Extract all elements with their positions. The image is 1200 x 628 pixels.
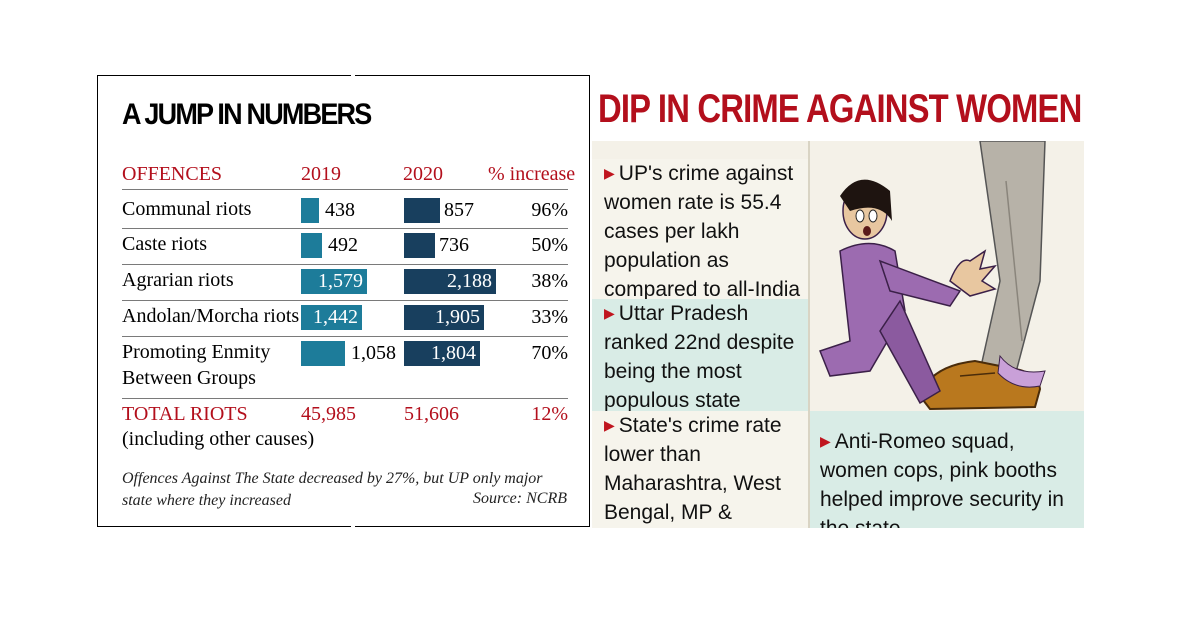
crime-against-women-panel: DIP IN CRIME AGAINST WOMEN ▶ UP's crime a… — [592, 75, 1084, 528]
bar-2019 — [301, 269, 367, 294]
total-label: TOTAL RIOTS — [122, 403, 248, 425]
row-label-line: Promoting Enmity — [122, 341, 271, 363]
total-2020: 51,606 — [404, 403, 459, 425]
bar-2020 — [404, 341, 480, 366]
point-3: ▶ State's crime rate lower than Maharasht… — [592, 411, 808, 528]
triangle-arrow-icon: ▶ — [604, 417, 615, 433]
point-3-text: State's crime rate lower than Maharashtr… — [604, 414, 782, 524]
bar-2019 — [301, 341, 345, 366]
right-title: DIP IN CRIME AGAINST WOMEN — [598, 87, 1082, 131]
point-4-text: Anti-Romeo squad, women cops, pink booth… — [820, 430, 1064, 528]
pct-increase: 70% — [531, 342, 568, 364]
footnote: Offences Against The State decreased by … — [122, 470, 543, 509]
value-2019: 1,058 — [351, 342, 396, 364]
bar-2020 — [404, 198, 440, 223]
divider — [122, 264, 568, 265]
divider — [122, 300, 568, 301]
row-label-line: Communal riots — [122, 198, 252, 220]
pct-increase: 96% — [531, 199, 568, 221]
riots-table-panel: A JUMP IN NUMBERS OFFENCES 2019 2020 % i… — [97, 74, 590, 528]
total-note: (including other causes) — [122, 428, 315, 450]
triangle-arrow-icon: ▶ — [604, 305, 615, 321]
divider — [122, 189, 568, 190]
bar-2019 — [301, 233, 322, 258]
bar-2019 — [301, 305, 362, 330]
value-2020: 857 — [444, 199, 474, 221]
bar-2020 — [404, 233, 435, 258]
pct-increase: 33% — [531, 306, 568, 328]
row-label-line: Between Groups — [122, 367, 256, 389]
row-label-line: Agrarian riots — [122, 269, 234, 291]
point-2-text: Uttar Pradesh ranked 22nd despite being … — [604, 302, 795, 412]
source: Source: NCRB — [472, 490, 567, 507]
value-2019: 1,442 — [313, 306, 358, 328]
total-pct: 12% — [531, 403, 568, 425]
row-label-line: Andolan/Morcha riots — [122, 305, 300, 327]
bar-2020 — [404, 269, 496, 294]
pct-increase: 50% — [531, 234, 568, 256]
value-2019: 438 — [325, 199, 355, 221]
bar-2019 — [301, 198, 319, 223]
pct-increase: 38% — [531, 270, 568, 292]
triangle-arrow-icon: ▶ — [604, 165, 615, 181]
bar-2020 — [404, 305, 484, 330]
row-label-line: Caste riots — [122, 233, 207, 255]
row-label: Communal riots — [122, 196, 251, 222]
value-2019: 1,579 — [318, 270, 363, 292]
divider — [122, 398, 568, 399]
header-2019: 2019 — [301, 163, 341, 185]
row-label: Andolan/Morcha riots — [122, 303, 299, 329]
row-label: Caste riots — [122, 231, 207, 257]
triangle-arrow-icon: ▶ — [820, 433, 831, 449]
value-2020: 2,188 — [447, 270, 492, 292]
header-2020: 2020 — [403, 163, 443, 185]
total-2019: 45,985 — [301, 403, 356, 425]
value-2020: 1,905 — [435, 306, 480, 328]
point-2: ▶ Uttar Pradesh ranked 22nd despite being… — [592, 299, 808, 412]
divider — [122, 336, 568, 337]
header-offences: OFFENCES — [122, 163, 223, 185]
header-pct-increase: % increase — [488, 163, 576, 185]
value-2019: 492 — [328, 234, 358, 256]
row-label: Promoting Enmity Between Groups — [122, 339, 270, 391]
point-4: ▶ Anti-Romeo squad, women cops, pink boot… — [810, 411, 1084, 528]
left-title: A JUMP IN NUMBERS — [122, 98, 372, 131]
value-2020: 736 — [439, 234, 469, 256]
value-2020: 1,804 — [431, 342, 476, 364]
point-1: ▶ UP's crime against women rate is 55.4 c… — [592, 159, 808, 330]
woman-in-distress-illustration — [810, 141, 1084, 411]
point-1-text: UP's crime against women rate is 55.4 ca… — [604, 162, 801, 330]
row-label: Agrarian riots — [122, 267, 234, 293]
divider — [122, 228, 568, 229]
